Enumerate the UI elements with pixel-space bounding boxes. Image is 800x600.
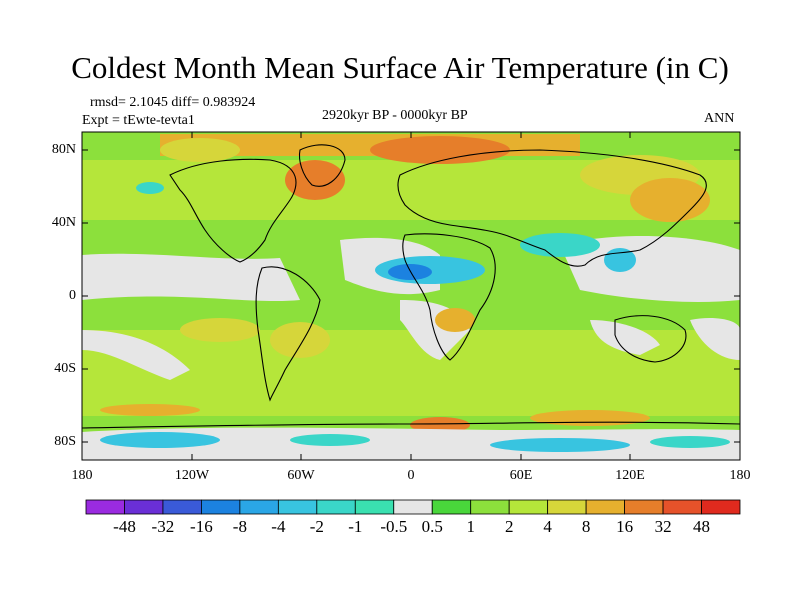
- colorbar-swatch: [508, 499, 549, 515]
- colorbar-swatch: [431, 499, 472, 515]
- period-label: 2920kyr BP - 0000kyr BP: [322, 108, 468, 123]
- colorbar-tick-label: -8: [232, 517, 247, 536]
- colorbar-swatch: [547, 499, 587, 515]
- colorbar-tick-label: -4: [271, 517, 286, 536]
- colorbar-tick-label: -2: [309, 517, 324, 536]
- colorbar-swatch: [354, 499, 395, 515]
- colorbar-tick-label: 1: [466, 517, 475, 536]
- experiment-label: Expt = tEwte-tevta1: [82, 113, 195, 128]
- colorbar-tick-label: -0.5: [380, 517, 408, 536]
- colorbar-swatch: [85, 499, 125, 515]
- colorbar-swatch: [701, 499, 741, 515]
- colorbar-swatch: [393, 499, 433, 515]
- colorbar-tick-label: 2: [504, 517, 514, 536]
- lon-tick-label: 180: [729, 468, 751, 483]
- colorbar-swatch: [470, 499, 510, 515]
- coastlines: [82, 144, 740, 429]
- colorbar-tick-label: -48: [113, 517, 136, 536]
- colorbar-tick-label: 8: [581, 517, 591, 536]
- colorbar-tick-label: -32: [151, 517, 175, 536]
- lat-tick-label: 40N: [51, 215, 76, 230]
- lon-tick-label: 60E: [509, 468, 533, 483]
- lon-tick-label: 120E: [615, 468, 645, 483]
- colorbar-swatch: [239, 499, 279, 515]
- lat-tick-label: 80N: [51, 142, 76, 157]
- lon-tick-label: 0: [407, 468, 415, 483]
- colorbar-swatch: [124, 499, 164, 515]
- colorbar-swatch: [316, 499, 356, 515]
- colorbar-swatch: [162, 499, 202, 515]
- colorbar-tick-label: -16: [190, 517, 213, 536]
- map-title: Coldest Month Mean Surface Air Temperatu…: [71, 50, 729, 85]
- lon-tick-label: 180: [71, 468, 93, 483]
- lat-tick-label: 40S: [54, 361, 76, 376]
- colorbar-tick-label: 0.5: [421, 517, 443, 536]
- temperature-field: [82, 132, 740, 460]
- colorbar-swatch: [662, 499, 702, 515]
- colorbar-swatch: [201, 499, 241, 515]
- colorbar: [85, 499, 741, 515]
- lat-tick-label: 80S: [54, 434, 76, 449]
- colorbar-tick-label: -1: [348, 517, 363, 536]
- lon-tick-label: 120W: [174, 468, 210, 483]
- lat-tick-label: 0: [69, 288, 76, 303]
- colorbar-swatch: [277, 499, 318, 515]
- colorbar-tick-label: 4: [543, 517, 552, 536]
- colorbar-swatch: [585, 499, 625, 515]
- axis-ticks: [81, 132, 741, 460]
- colorbar-tick-label: 32: [654, 517, 672, 536]
- colorbar-tick-label: 48: [693, 517, 710, 536]
- lon-tick-label: 60W: [287, 468, 315, 483]
- rmsd-stat: rmsd= 2.1045 diff= 0.983924: [90, 95, 256, 110]
- season-label: ANN: [704, 111, 735, 126]
- colorbar-swatch: [624, 499, 664, 515]
- colorbar-tick-label: 16: [616, 517, 634, 536]
